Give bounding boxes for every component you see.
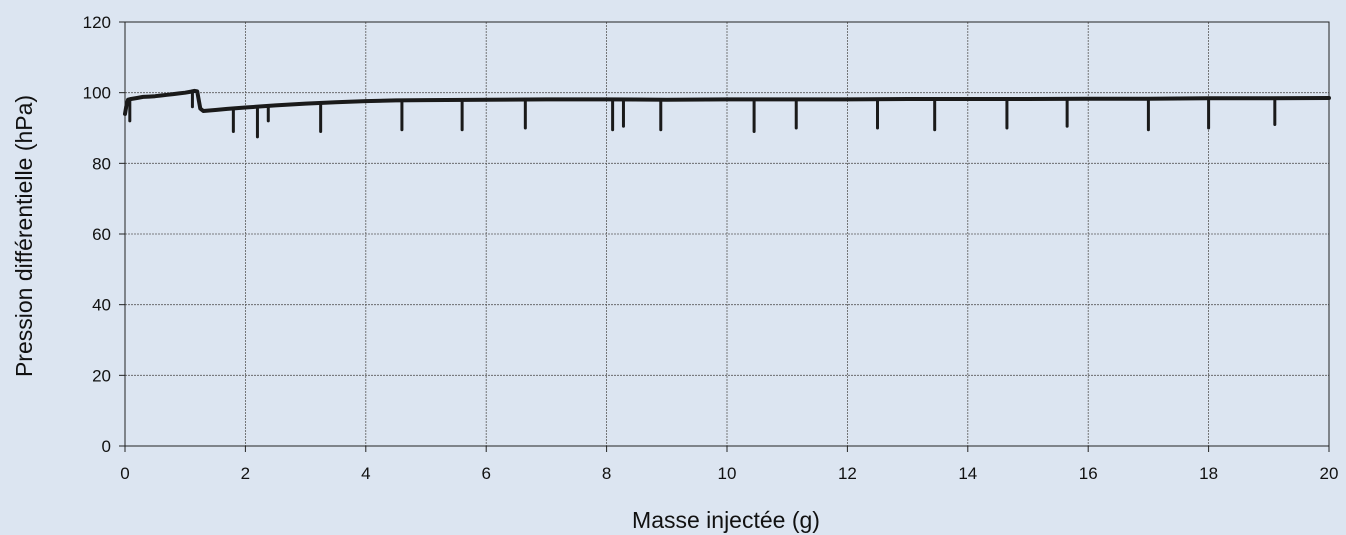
y-axis-title: Pression différentielle (hPa) [11, 95, 37, 377]
x-tick-label: 20 [1320, 464, 1339, 483]
y-tick-label: 20 [92, 366, 111, 385]
gridlines [125, 21, 1329, 446]
plot-frame [124, 21, 1330, 447]
x-tick-label: 12 [838, 464, 857, 483]
x-tick-labels: 0 2 4 6 8 10 12 14 16 18 20 [120, 464, 1338, 483]
series-line [123, 88, 1331, 116]
y-tick-label: 0 [102, 437, 111, 456]
x-tick-label: 10 [718, 464, 737, 483]
x-tick-label: 4 [361, 464, 370, 483]
x-tick-label: 8 [602, 464, 611, 483]
y-tick-label: 80 [92, 154, 111, 173]
y-tick-label: 40 [92, 296, 111, 315]
x-tick-label: 6 [481, 464, 490, 483]
axes [119, 21, 1330, 452]
x-tick-label: 0 [120, 464, 129, 483]
x-tick-label: 16 [1079, 464, 1098, 483]
x-tick-label: 14 [958, 464, 977, 483]
y-tick-label: 60 [92, 225, 111, 244]
x-axis-title: Masse injectée (g) [632, 507, 820, 533]
series-layer [123, 88, 1331, 139]
y-tick-label: 120 [83, 13, 111, 32]
x-tick-label: 18 [1199, 464, 1218, 483]
x-tick-label: 2 [241, 464, 250, 483]
y-tick-label: 100 [83, 84, 111, 103]
y-tick-labels: 0 20 40 60 80 100 120 [83, 13, 111, 456]
